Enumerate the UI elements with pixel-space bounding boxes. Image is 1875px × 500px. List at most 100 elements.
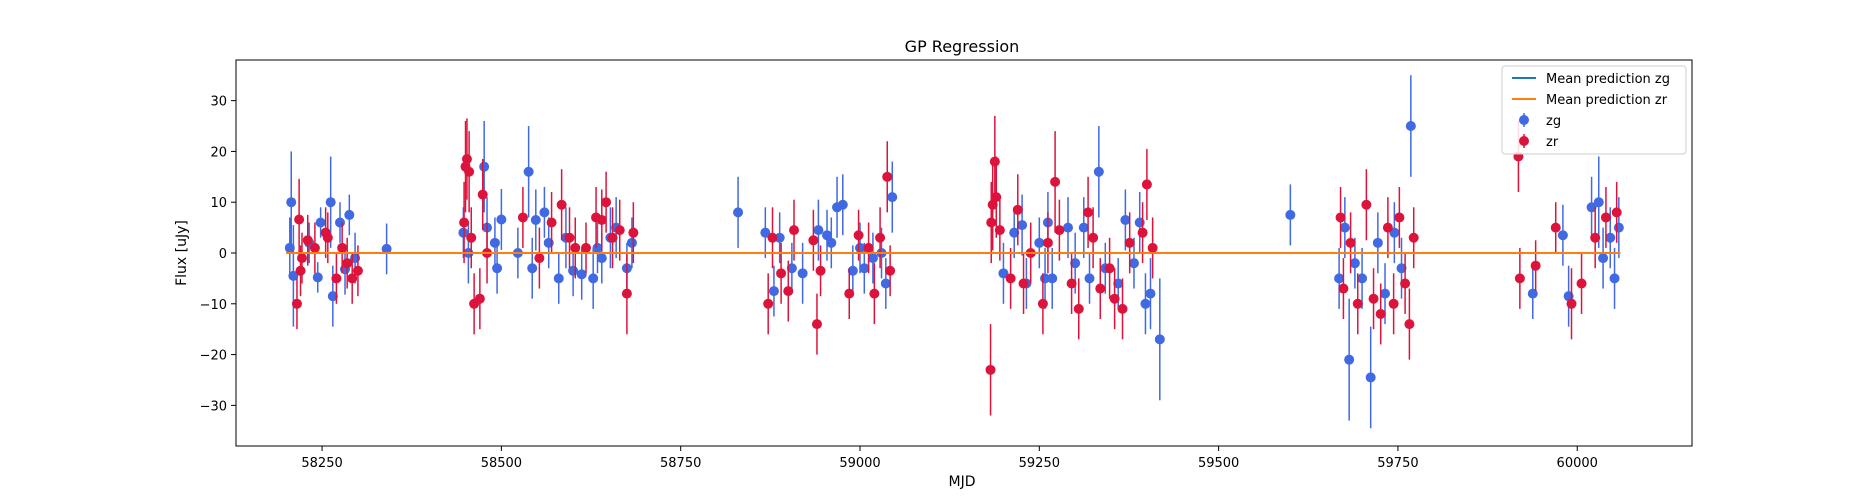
zr-data-point [347,273,358,284]
zg-data-point [1070,258,1081,269]
zr-data-point [546,217,557,228]
zr-data-point [986,217,997,228]
zr-data-point [776,268,787,279]
zr-data-point [1012,204,1023,215]
y-tick-label: −10 [200,298,227,313]
zr-data-point [885,265,896,276]
zr-data-point [337,242,348,253]
zg-data-point [1527,288,1538,299]
zg-data-point [523,166,534,177]
zr-data-point [844,288,855,299]
zr-data-point [882,171,893,182]
zg-data-point [496,214,507,225]
zg-data-point [1093,166,1104,177]
zg-data-point [1405,121,1416,132]
zr-data-point [474,293,485,304]
zg-data-point [1613,222,1624,233]
zg-data-point [760,227,771,238]
zr-data-point [464,166,475,177]
zr-data-point [581,242,592,253]
zr-data-point [808,235,819,246]
zr-data-point [309,242,320,253]
zr-data-point [596,214,607,225]
zr-data-point [1611,207,1622,218]
zr-data-point [1109,293,1120,304]
zr-data-point [1005,273,1016,284]
zg-data-point [286,197,297,208]
zr-data-point [296,253,307,264]
zr-data-point [1137,227,1148,238]
zg-data-point [479,161,490,172]
zr-data-point [1095,283,1106,294]
zr-data-point [628,227,639,238]
zr-data-point [1361,199,1372,210]
zg-data-point [1017,220,1028,231]
zg-data-point [325,197,336,208]
zr-data-point [789,225,800,236]
zg-data-point [998,268,1009,279]
zr-data-point [1054,225,1065,236]
zr-data-point [1018,278,1029,289]
zg-data-point [826,237,837,248]
zr-data-point [1141,179,1152,190]
zr-data-point [763,298,774,309]
zg-data-point [1140,298,1151,309]
zg-data-point [315,217,326,228]
zg-data-point [1593,197,1604,208]
zr-data-point [477,189,488,200]
zr-data-point [853,230,864,241]
zr-data-point [291,298,302,309]
zg-data-point [797,268,808,279]
zr-data-point [1375,308,1386,319]
zr-data-point [1530,260,1541,271]
zr-data-point [1335,212,1346,223]
zr-data-point [607,232,618,243]
zr-data-point [302,235,313,246]
zr-data-point [985,364,996,375]
zg-data-point [530,214,541,225]
legend-swatch-zg-marker [1519,115,1529,125]
zr-data-point [869,288,880,299]
zg-data-point [887,192,898,203]
y-tick-label: 30 [210,95,227,110]
zg-data-point [1334,273,1345,284]
zg-data-point [576,269,587,280]
zg-data-point [592,242,603,253]
zg-data-point [539,207,550,218]
zg-data-point [855,242,865,253]
zg-data-point [1396,263,1407,274]
zr-data-point [1338,283,1349,294]
zr-data-point [1600,212,1611,223]
zr-data-point [1566,298,1577,309]
zr-data-point [989,156,1000,167]
zg-data-point [813,225,824,236]
x-tick-label: 58250 [301,456,342,471]
zr-data-point [564,232,575,243]
zg-data-point [1344,354,1355,365]
y-tick-label: −30 [200,399,227,414]
zg-data-point [596,253,607,264]
zg-data-point [1154,334,1165,345]
zr-data-point [1514,273,1525,284]
zr-data-point [517,212,528,223]
y-tick-label: −20 [200,349,227,364]
zr-data-point [1124,237,1135,248]
zr-data-point [1345,237,1356,248]
zr-data-point [1394,212,1405,223]
legend-label-zg-line: Mean prediction zg [1546,72,1670,87]
zg-data-point [1285,209,1296,220]
chart-title: GP Regression [905,37,1020,56]
zg-data-point [733,207,744,218]
zr-data-point [1066,278,1077,289]
zg-data-point [1339,222,1350,233]
zr-data-point [1042,237,1053,248]
zr-data-point [863,242,874,253]
zg-data-point [626,237,637,248]
zr-data-point [331,273,342,284]
legend-label-zr-line: Mean prediction zr [1546,93,1668,108]
zr-data-point [534,253,545,264]
zr-data-point [1050,176,1061,187]
zg-data-point [588,273,599,284]
x-axis-ticks: 58250 58500 58750 59000 59250 59500 59750 60000 [301,446,1598,471]
zr-data-point [783,286,794,297]
